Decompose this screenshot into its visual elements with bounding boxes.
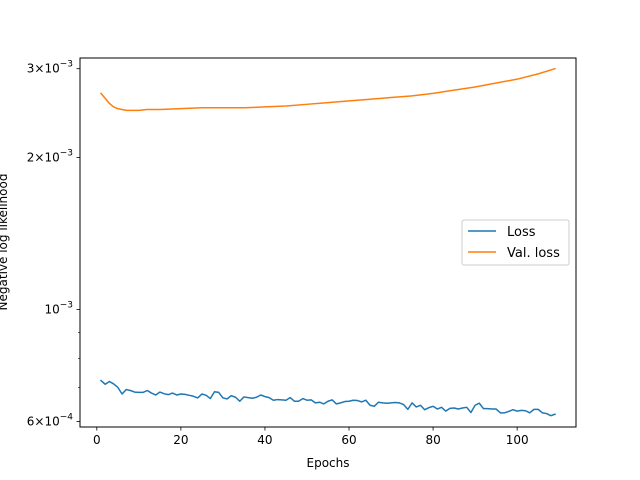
x-tick-label: 100 [506, 433, 529, 447]
y-axis-ticks: 6×10−4 10−3 2×10−3 3×10−3 [27, 60, 80, 428]
legend: Loss Val. loss [461, 219, 570, 266]
y-axis-label: Negative log likelihood [0, 174, 10, 311]
x-tick-label: 20 [173, 433, 188, 447]
plot-lines [99, 67, 556, 417]
x-tick-label: 0 [93, 433, 101, 447]
series-line-loss [99, 379, 556, 417]
x-axis-ticks: 0 20 40 60 80 100 [93, 427, 529, 447]
legend-label-loss: Loss [507, 225, 536, 240]
x-tick-label: 80 [425, 433, 440, 447]
x-tick-label: 40 [257, 433, 272, 447]
y-tick-label: 10−3 [44, 300, 73, 316]
x-tick-label: 60 [341, 433, 356, 447]
x-axis-label: Epochs [307, 456, 350, 470]
legend-label-val-loss: Val. loss [507, 246, 560, 261]
series-line-val-loss [99, 67, 556, 112]
y-tick-label: 2×10−3 [27, 149, 73, 165]
y-tick-label: 6×10−4 [27, 412, 74, 428]
plot-frame [79, 57, 577, 428]
y-tick-label: 3×10−3 [27, 60, 73, 76]
